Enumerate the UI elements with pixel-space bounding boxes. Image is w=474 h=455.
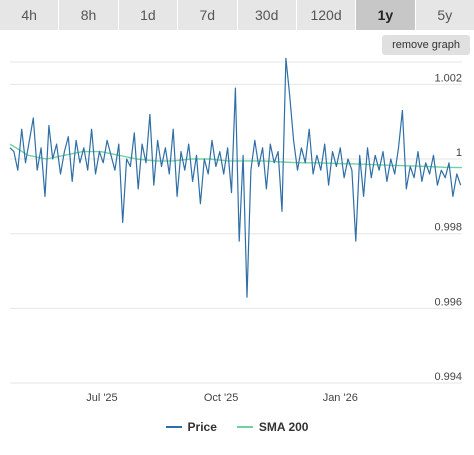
chart-legend: Price SMA 200 xyxy=(0,420,474,434)
legend-item-sma[interactable]: SMA 200 xyxy=(236,420,309,434)
tab-7d[interactable]: 7d xyxy=(178,0,238,30)
price-series-line xyxy=(9,57,462,298)
legend-item-price[interactable]: Price xyxy=(165,420,217,434)
tab-120d[interactable]: 120d xyxy=(296,0,357,30)
remove-graph-button[interactable]: remove graph xyxy=(382,35,470,55)
legend-label-price: Price xyxy=(187,420,217,434)
legend-swatch-sma xyxy=(236,426,253,428)
legend-swatch-price xyxy=(165,426,182,428)
y-tick-label-3: 0.996 xyxy=(434,296,462,308)
x-tick-label-0: Jul '25 xyxy=(86,392,117,404)
y-tick-label-2: 0.998 xyxy=(434,222,462,234)
x-tick-label-1: Oct '25 xyxy=(204,392,239,404)
timeframe-tabs: 4h 8h 1d 7d 30d 120d 1y 5y xyxy=(0,0,474,30)
y-tick-label-1: 1 xyxy=(456,147,462,159)
tab-1y[interactable]: 1y xyxy=(356,0,416,30)
price-chart: 1.002 1 0.998 0.996 0.994 Jul '25 Oct '25 Jan '… xyxy=(9,57,463,404)
x-tick-label-2: Jan '26 xyxy=(323,392,358,404)
y-tick-label-4: 0.994 xyxy=(434,371,462,383)
tab-5y[interactable]: 5y xyxy=(415,0,474,30)
y-tick-label-0: 1.002 xyxy=(434,72,462,84)
tab-4h[interactable]: 4h xyxy=(0,0,60,30)
tab-8h[interactable]: 8h xyxy=(59,0,119,30)
tab-1d[interactable]: 1d xyxy=(118,0,179,30)
legend-label-sma: SMA 200 xyxy=(258,420,309,434)
tab-30d[interactable]: 30d xyxy=(237,0,297,30)
